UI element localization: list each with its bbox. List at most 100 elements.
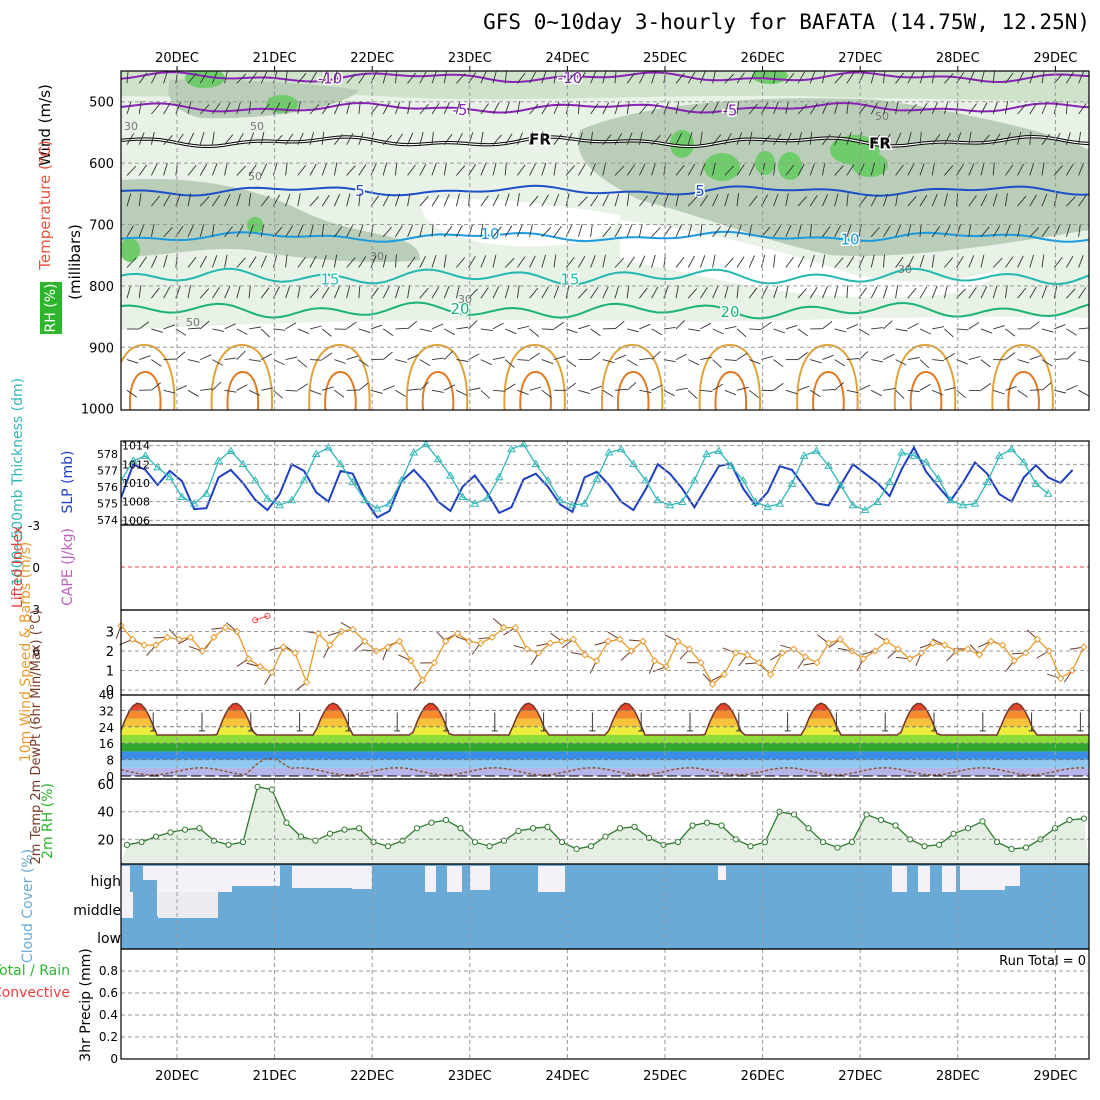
wind-barb: [517, 256, 526, 268]
wind-barb: [651, 71, 657, 84]
thermal-contour-outer: [601, 343, 664, 410]
wind-barb: [1017, 287, 1027, 299]
wind-barb: [992, 225, 1001, 238]
wind-barb: [724, 285, 729, 299]
wind-barb: [992, 133, 1001, 145]
wind-barb: [846, 164, 855, 176]
thermal-contour-inner: [812, 370, 845, 410]
wind10m-point: [221, 623, 230, 632]
wind-barb: [126, 133, 135, 145]
precip-tick: 0: [110, 1052, 118, 1066]
cloud-gap: [143, 866, 157, 880]
thickness-point: [189, 499, 199, 507]
wind-barb: [944, 328, 954, 338]
wind-barb: [333, 71, 338, 84]
wind-barb: [236, 257, 246, 268]
wind-barb: [163, 102, 171, 115]
rh-contour-label: 50: [250, 120, 264, 133]
rh2m-point: [196, 825, 203, 832]
wind-barb: [419, 163, 427, 176]
wind-barb: [443, 226, 453, 238]
wind-barb: [980, 134, 990, 145]
rh2m-tick: 20: [97, 833, 114, 848]
cloud-gap: [121, 866, 130, 892]
wind-barb: [590, 385, 602, 391]
wind-barb: [809, 71, 816, 84]
wind-barb: [236, 285, 241, 299]
wind-barb: [394, 101, 401, 115]
thickness-point: [336, 459, 345, 468]
wind-barb: [907, 255, 915, 268]
wind-barb: [273, 328, 286, 331]
wind-barb: [834, 133, 842, 145]
thickness-point: [385, 499, 394, 507]
wind-barb: [1053, 165, 1063, 176]
isotherm-line: [121, 267, 1089, 286]
wind-barb: [748, 255, 755, 268]
wind10m-point: [326, 641, 334, 649]
wind-barb: [480, 287, 489, 299]
date-label-bottom: 21DEC: [253, 1069, 297, 1084]
date-label-top: 24DEC: [545, 51, 589, 66]
wind-barb: [212, 287, 220, 299]
temp2m-axis-title: 2m Temp 2m DewPt (6hr Min/Max) (°C): [29, 610, 44, 865]
wind-barb: [931, 226, 941, 238]
rh2m-point: [312, 837, 319, 844]
moist-blob: [121, 238, 140, 262]
wind-barb: [151, 287, 160, 299]
wind-barb: [712, 102, 719, 115]
wind-barb: [626, 285, 630, 299]
wind-barb: [1078, 103, 1087, 115]
wind-barb: [346, 193, 351, 207]
wind-barb: [895, 285, 899, 299]
wind-barb: [126, 225, 134, 238]
wind-barb: [687, 71, 696, 84]
wind-barb: [333, 286, 340, 299]
wind-barb: [346, 133, 354, 145]
wind-barb: [992, 71, 995, 84]
wind-barb: [1017, 195, 1027, 207]
temp-color-band: [121, 767, 1089, 776]
wind-barb: [992, 193, 998, 207]
li-tick: -3: [28, 519, 40, 533]
isotherm-label: FR: [529, 130, 551, 148]
wind-barb: [907, 131, 912, 145]
wind-barb: [724, 325, 737, 330]
wind-barb: [443, 193, 450, 207]
rh2m-point: [993, 838, 1001, 846]
wind-barb: [309, 224, 314, 237]
wind-barb: [700, 195, 709, 207]
wind-barb: [419, 328, 432, 333]
rh-band-top: [121, 71, 1089, 104]
thickness-point: [409, 448, 419, 456]
wind-barb: [834, 101, 839, 115]
wind-barb: [1041, 254, 1045, 268]
wind-barb: [675, 285, 679, 299]
wind-barb: [382, 194, 390, 207]
thickness-point: [604, 448, 614, 456]
wind-barb: [443, 101, 450, 115]
wind10m-tick: 2: [106, 645, 114, 660]
wind-barb: [773, 254, 776, 268]
wind-barb: [1005, 164, 1014, 176]
wind-barb: [919, 359, 930, 369]
wind-barb: [748, 223, 753, 237]
wind-barb: [980, 286, 988, 299]
wind-barb: [334, 134, 343, 145]
wind-barb: [553, 355, 566, 361]
wind-barb: [358, 101, 361, 115]
rh2m-axis-title: 2m RH (%): [40, 783, 56, 859]
cloud-gap: [447, 866, 462, 892]
thickness-point: [121, 476, 126, 484]
wind-barb: [529, 386, 542, 391]
wind-barb: [236, 101, 242, 115]
wind-barb: [785, 132, 792, 145]
wind-barb: [992, 257, 1003, 268]
wind-barb: [1017, 163, 1024, 176]
wind-barb: [455, 224, 463, 238]
rh2m-point: [167, 829, 174, 836]
wind-barb: [736, 72, 745, 84]
wind-barb: [151, 195, 160, 207]
wind-barb: [1078, 255, 1084, 268]
rh2m-point: [834, 844, 841, 851]
